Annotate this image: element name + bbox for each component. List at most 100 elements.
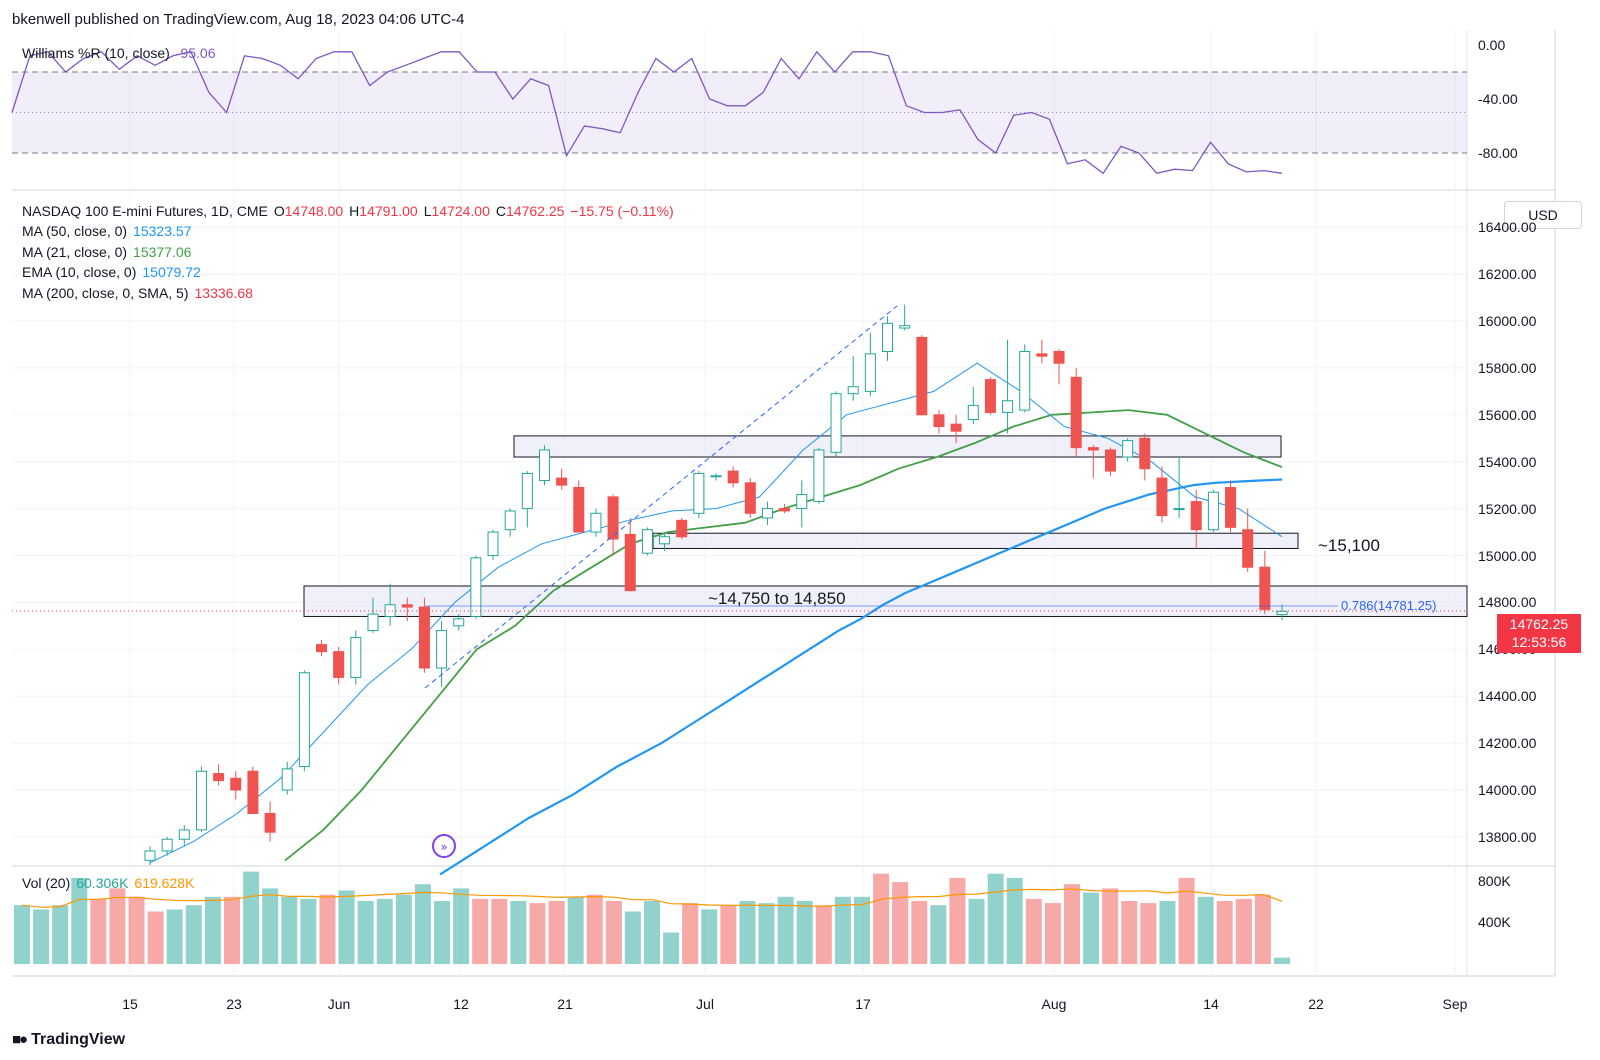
vol-tick-0: 800K <box>1478 873 1511 889</box>
time-tick: Sep <box>1442 996 1468 1012</box>
time-tick: Jun <box>327 996 351 1012</box>
ma50-label: MA (50, close, 0) <box>22 223 128 239</box>
candle-body <box>453 618 465 627</box>
candle <box>333 646 345 685</box>
zones <box>303 435 1468 617</box>
candle-body <box>967 404 979 420</box>
volume-ma-value: 619.628K <box>134 875 195 891</box>
candle-body <box>1104 449 1116 472</box>
candle <box>899 304 911 331</box>
candle-body <box>1156 477 1168 517</box>
zone-box <box>513 435 1282 458</box>
time-tick: 14 <box>1203 996 1219 1012</box>
volume-bar <box>90 898 107 964</box>
volume-bars <box>14 871 1290 964</box>
candle-body <box>864 353 876 392</box>
candle <box>470 555 482 619</box>
fib-label: 0.786(14781.25) <box>1341 598 1437 613</box>
volume-bar <box>815 905 832 964</box>
price-tick: 15600.00 <box>1478 406 1537 423</box>
volume-ma-line <box>21 888 1283 908</box>
candle-body <box>1087 447 1099 451</box>
candle-body <box>607 496 619 540</box>
candle <box>1225 480 1237 533</box>
candle-body <box>521 472 533 510</box>
candle <box>624 517 636 592</box>
candle <box>1190 489 1202 549</box>
candle-body <box>247 770 259 814</box>
svg-text:»: » <box>440 840 447 854</box>
volume-bar <box>548 901 565 964</box>
volume-bar <box>682 903 699 964</box>
ma200-label: MA (200, close, 0, SMA, 5) <box>22 285 189 301</box>
volume-bar <box>663 932 680 964</box>
volume-bar <box>300 898 317 964</box>
price-tick: 14800.00 <box>1478 594 1537 611</box>
candle <box>933 410 945 434</box>
candle <box>1156 466 1168 523</box>
candle-body <box>1276 610 1288 616</box>
volume-bar <box>185 905 202 964</box>
candle <box>659 532 671 551</box>
candle-body <box>213 773 225 782</box>
candle-body <box>281 768 293 791</box>
candle-body <box>1053 350 1065 364</box>
candle-body <box>676 519 688 538</box>
candle-body <box>470 557 482 617</box>
volume-bar <box>644 901 660 964</box>
candle-body <box>744 482 756 514</box>
ohlc-c: C14762.25 <box>495 203 565 219</box>
candle <box>1036 339 1048 364</box>
volume-value: 60.306K <box>76 875 129 891</box>
candle <box>401 597 413 622</box>
volume-bar <box>854 896 870 964</box>
candle-body <box>933 414 945 428</box>
volume-bar <box>243 871 260 964</box>
candle <box>556 468 568 490</box>
volume-bar <box>357 901 374 964</box>
candle <box>830 391 842 458</box>
currency-button[interactable]: USD <box>1504 201 1582 229</box>
time-tick: 17 <box>855 996 871 1012</box>
volume-bar <box>1178 877 1195 964</box>
volume-bar <box>434 901 450 964</box>
volume-bar <box>701 909 718 964</box>
volume-bar <box>529 903 546 964</box>
candle <box>1122 438 1134 462</box>
candle-body <box>1036 353 1048 357</box>
volume-bar <box>453 888 470 964</box>
candle <box>504 508 516 537</box>
candle <box>573 480 585 533</box>
volume-bar <box>1274 957 1290 964</box>
volume-bar <box>987 873 1004 964</box>
replay-marker-icon <box>432 834 456 858</box>
price-tick: 15400.00 <box>1478 453 1537 470</box>
candle <box>727 466 739 488</box>
volume-bar <box>930 905 947 964</box>
candle-body <box>624 533 636 592</box>
candle <box>710 473 722 481</box>
candle-body <box>144 850 156 861</box>
volume-bar <box>1044 903 1061 964</box>
volume-bar <box>52 905 69 964</box>
candle <box>230 771 242 800</box>
candle <box>1173 457 1185 518</box>
zone-box <box>303 585 1468 617</box>
candle-body <box>1207 491 1219 531</box>
grid <box>12 30 1467 976</box>
vol-tick-1: 400K <box>1478 914 1511 930</box>
candle <box>316 639 328 657</box>
candle <box>676 517 688 540</box>
candle <box>144 846 156 866</box>
candle <box>1053 349 1065 385</box>
candle <box>538 445 550 486</box>
volume-bar <box>892 882 909 964</box>
ema10-value: 15079.72 <box>142 264 201 280</box>
candle-body <box>1070 376 1082 449</box>
candle-body <box>487 531 499 556</box>
time-tick: 22 <box>1308 996 1324 1012</box>
candle <box>1070 367 1082 458</box>
published-header: bkenwell published on TradingView.com, A… <box>12 11 465 28</box>
candle-body <box>556 477 568 486</box>
